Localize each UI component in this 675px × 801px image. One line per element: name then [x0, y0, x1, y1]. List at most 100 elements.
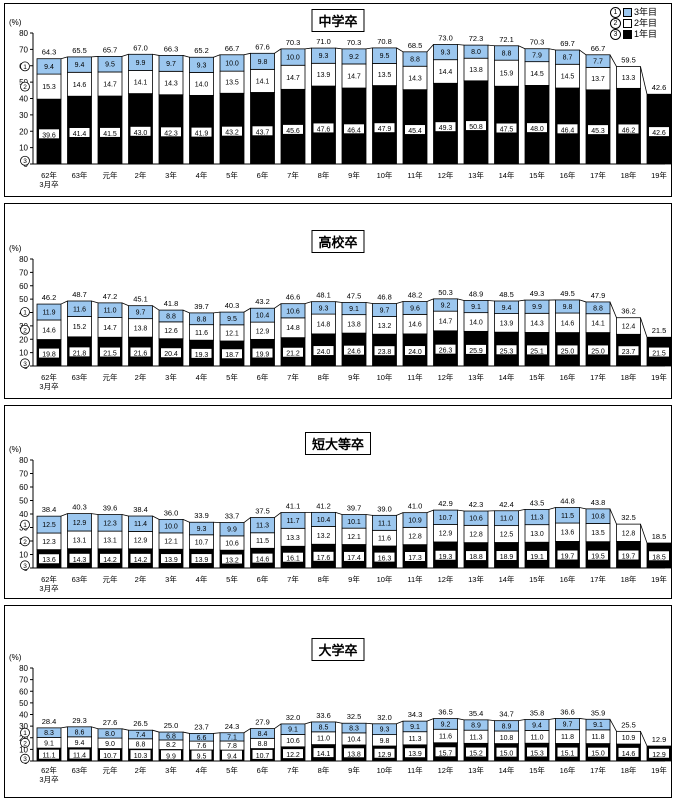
data-label-bg: [435, 122, 456, 132]
connector-line: [274, 303, 282, 309]
connector-line: [121, 302, 129, 307]
data-label-total: 65.5: [72, 46, 87, 55]
data-label-year2: 14.1: [256, 78, 270, 85]
data-label-total: 70.8: [377, 37, 392, 46]
data-label-bg: [69, 347, 90, 357]
connector-line: [152, 305, 160, 311]
connector-line: [182, 731, 190, 734]
x-tick-label: 62年: [41, 765, 57, 775]
data-label-total: 32.5: [621, 513, 636, 522]
data-label-bg: [130, 126, 151, 136]
data-label-bg: [130, 553, 151, 563]
data-label-total: 39.7: [347, 504, 362, 513]
data-label-year3: 9.4: [502, 305, 512, 312]
connector-line: [640, 317, 648, 338]
data-label-year1: 11.1: [42, 753, 55, 760]
series-marker-label: 2: [23, 327, 27, 334]
data-label-year3: 10.0: [286, 55, 300, 62]
panel-university: 大学卒 (%)0102030405060708012311.19.18.328.…: [4, 605, 672, 798]
data-label-bg: [405, 346, 425, 356]
data-label-year3: 9.8: [258, 59, 268, 66]
data-label-year2: 12.9: [439, 531, 453, 538]
bar-year3: [158, 309, 184, 323]
x-tick-label: 4年: [196, 765, 208, 775]
series-marker-label: 2: [23, 539, 27, 546]
data-label-year1: 42.6: [652, 130, 666, 137]
data-label-bg: [161, 554, 181, 564]
data-label-bg: [466, 344, 486, 354]
data-label-total: 72.1: [499, 35, 514, 44]
data-label-year1: 13.2: [225, 557, 239, 564]
data-label-year2: 8.8: [136, 741, 146, 748]
connector-line: [579, 299, 587, 303]
data-label-year2: 15.3: [42, 84, 56, 91]
data-label-year2: 13.9: [317, 72, 331, 79]
chart-svg-high-school: (%)0102030405060708012319.814.611.946.26…: [9, 244, 671, 391]
bar-year3: [280, 723, 306, 735]
data-label-year3: 9.9: [532, 304, 542, 311]
data-label-year1: 12.9: [652, 752, 666, 759]
bar-year2: [341, 63, 367, 89]
data-label-year1: 50.8: [469, 124, 483, 131]
data-label-year1: 43.0: [134, 130, 148, 137]
series-marker-circle: [20, 324, 30, 335]
bar-year3: [524, 299, 550, 314]
connector-line: [579, 507, 587, 510]
data-label-year2: 14.1: [591, 321, 605, 328]
bar-year3: [250, 517, 275, 534]
x-tick-label: 5年: [226, 170, 238, 180]
data-label-year2: 13.5: [591, 530, 605, 537]
x-tick-label: 16年: [560, 765, 576, 775]
data-label-total: 47.2: [103, 292, 118, 301]
connector-line: [548, 718, 556, 720]
data-label-year2: 11.8: [591, 734, 604, 741]
bar-year3: [67, 513, 92, 532]
x-tick-label: 4年: [196, 574, 208, 584]
data-label-year1: 10.7: [256, 753, 270, 760]
data-label-year2: 11.0: [317, 736, 330, 743]
x-tick-label: 19年: [651, 170, 667, 180]
data-label-year1: 16.1: [286, 556, 300, 563]
data-label-bg: [252, 348, 273, 358]
x-tick-label: 15年: [529, 765, 545, 775]
data-label-year2: 11.3: [408, 736, 421, 743]
x-tick-label: 3年: [165, 372, 177, 382]
data-label-total: 45.1: [133, 295, 148, 304]
series-marker-label: 3: [23, 361, 27, 368]
x-tick-label: 9年: [348, 372, 360, 382]
connector-line: [396, 720, 404, 725]
data-label-total: 28.4: [42, 717, 57, 726]
data-label-year2: 14.6: [561, 320, 575, 327]
connector-line: [304, 47, 312, 50]
data-label-year3: 10.6: [286, 308, 300, 315]
data-label-year1: 14.1: [317, 751, 331, 758]
y-tick-label: 40: [19, 510, 28, 519]
connector-line: [60, 726, 68, 729]
panel-junior-college: 短大等卒 (%)0102030405060708012313.612.312.5…: [4, 405, 672, 599]
data-label-bg: [435, 344, 456, 354]
data-label-bg: [39, 554, 59, 564]
chart-svg-junior-college: (%)0102030405060708012313.612.312.538.46…: [9, 445, 671, 593]
connector-line: [335, 512, 343, 515]
connector-line: [518, 509, 526, 512]
data-label-year3: 11.0: [103, 308, 116, 315]
data-label-bg: [557, 550, 578, 560]
x-tick-label: 11年: [407, 170, 423, 180]
bar-year3: [128, 305, 153, 320]
bar-year3: [341, 302, 367, 316]
connector-line: [304, 721, 312, 725]
data-label-bg: [466, 747, 486, 757]
data-label-year1: 20.4: [164, 351, 178, 358]
data-label-year2: 8.2: [166, 742, 176, 749]
connector-line: [335, 721, 343, 724]
data-label-bg: [344, 345, 364, 355]
data-label-bg: [557, 345, 578, 355]
data-label-bg: [313, 551, 334, 561]
data-label-total: 36.2: [621, 307, 636, 316]
bar-year3: [494, 510, 519, 527]
series-marker-label: 1: [23, 730, 27, 737]
data-label-total: 21.5: [652, 326, 667, 335]
data-label-year1: 47.5: [500, 126, 514, 133]
connector-line: [457, 44, 465, 46]
series-marker-label: 1: [23, 64, 27, 71]
